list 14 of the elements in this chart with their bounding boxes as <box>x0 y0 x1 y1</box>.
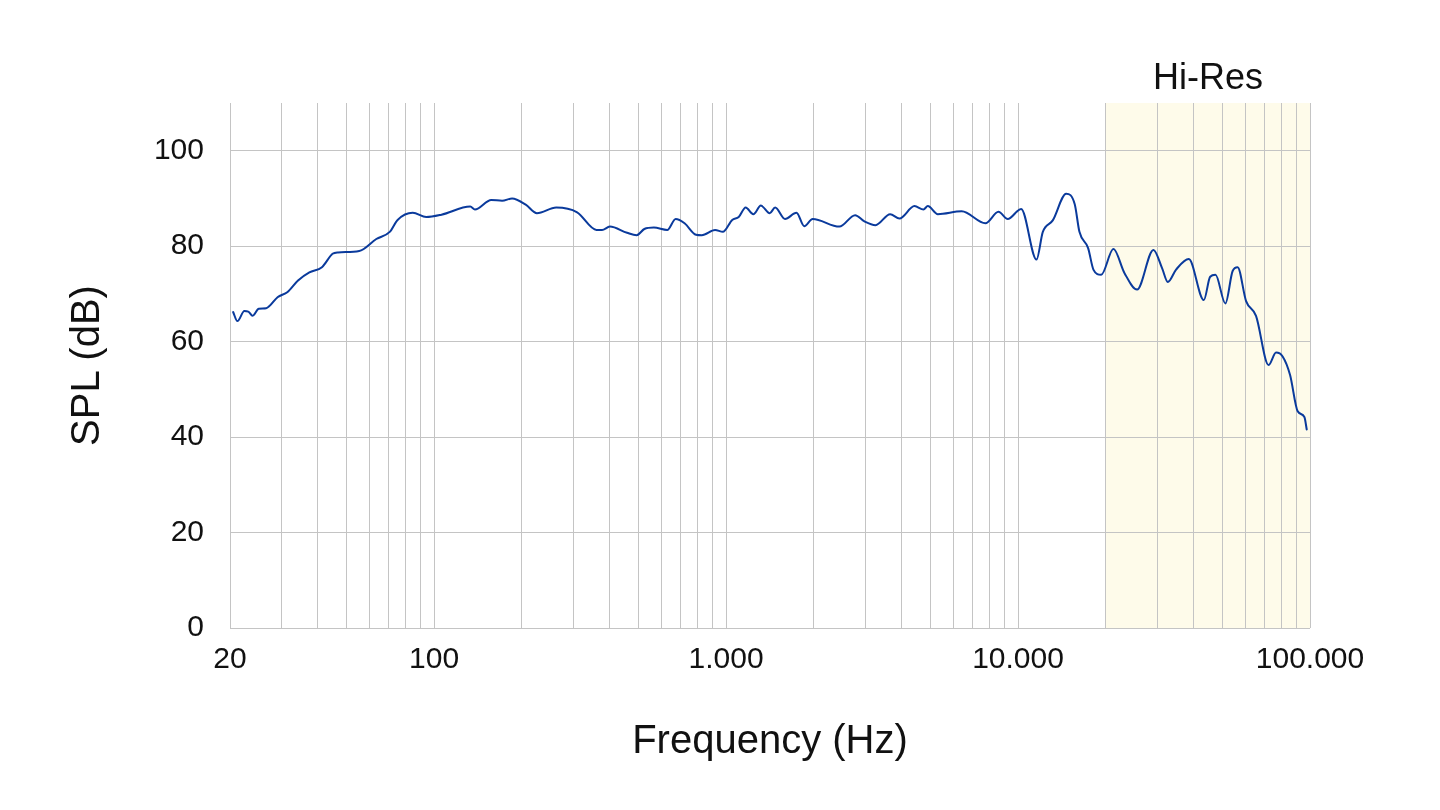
y-tick-label: 60 <box>170 322 204 356</box>
x-tick-label: 100.000 <box>1255 641 1365 675</box>
y-tick-label: 40 <box>170 418 204 452</box>
y-tick-label: 100 <box>153 131 204 165</box>
y-axis-title: SPL (dB) <box>63 285 108 446</box>
x-tick-label: 20 <box>213 641 247 675</box>
x-tick-label: 1.000 <box>688 641 764 675</box>
y-tick-label: 0 <box>187 609 204 643</box>
y-tick-label: 80 <box>170 227 204 261</box>
x-tick-label: 10.000 <box>972 641 1064 675</box>
y-tick-label: 20 <box>170 513 204 547</box>
x-axis-title: Frequency (Hz) <box>632 717 908 762</box>
x-tick-label: 100 <box>409 641 460 675</box>
band-label: Hi-Res <box>1152 56 1263 97</box>
